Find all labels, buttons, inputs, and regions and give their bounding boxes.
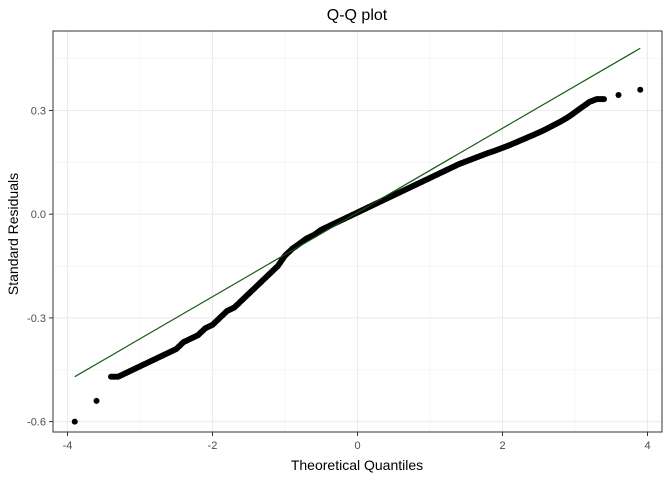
data-point [637, 86, 644, 93]
x-tick-label: 0 [354, 440, 360, 452]
y-tick-label: 0.3 [31, 106, 46, 118]
x-axis-ticks: -4 -2 0 2 4 [63, 432, 651, 452]
x-tick-label: -4 [63, 440, 73, 452]
x-tick-label: 4 [644, 440, 650, 452]
y-axis-label: Standard Residuals [5, 173, 21, 295]
grid-lines [53, 31, 662, 432]
data-point [615, 91, 622, 98]
chart-title: Q-Q plot [327, 7, 388, 24]
data-point [599, 96, 606, 103]
data-point [93, 397, 100, 404]
reference-line-overlay [270, 157, 453, 264]
y-tick-label: -0.6 [27, 417, 46, 429]
y-axis-ticks: -0.6 -0.3 0.0 0.3 [27, 106, 53, 429]
x-axis-label: Theoretical Quantiles [291, 457, 423, 473]
y-tick-label: -0.3 [27, 313, 46, 325]
x-tick-label: 2 [499, 440, 505, 452]
x-tick-label: -2 [208, 440, 218, 452]
data-point [71, 418, 78, 425]
data-points [71, 86, 644, 425]
y-tick-label: 0.0 [31, 209, 46, 221]
